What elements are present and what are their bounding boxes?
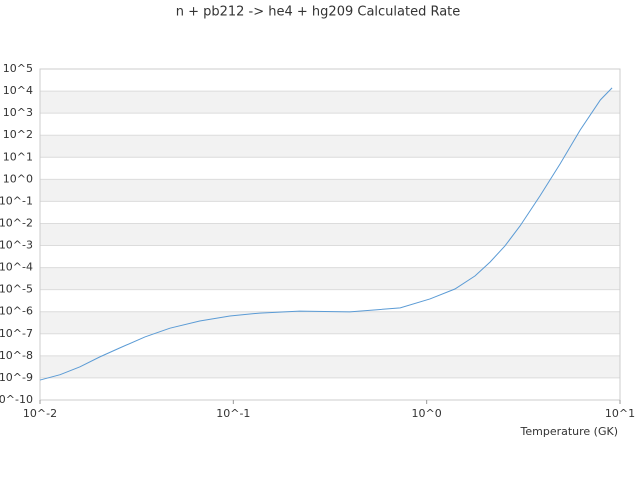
chart-title: n + pb212 -> he4 + hg209 Calculated Rate xyxy=(176,5,461,20)
y-tick-label: 10^1 xyxy=(3,150,33,163)
y-tick-label: 10^-10 xyxy=(0,393,33,406)
grid-band xyxy=(40,135,620,158)
y-tick-label: 10^-7 xyxy=(0,327,33,340)
x-axis-label: Temperature (GK) xyxy=(520,425,619,438)
grid-band xyxy=(40,223,620,246)
y-tick-label: 10^-4 xyxy=(0,261,33,274)
grid-band xyxy=(40,311,620,334)
x-tick-label: 10^1 xyxy=(605,407,635,420)
y-tick-label: 10^5 xyxy=(3,62,33,75)
y-tick-label: 10^4 xyxy=(3,84,33,97)
x-tick-label: 10^0 xyxy=(412,407,442,420)
y-tick-label: 10^-8 xyxy=(0,349,33,362)
y-tick-label: 10^-1 xyxy=(0,194,33,207)
grid-band xyxy=(40,267,620,290)
x-tick-label: 10^-1 xyxy=(216,407,250,420)
grid-band xyxy=(40,91,620,114)
grid-band xyxy=(40,355,620,378)
data-line xyxy=(39,87,613,381)
y-tick-label: 10^-5 xyxy=(0,283,33,296)
y-tick-label: 10^-9 xyxy=(0,371,33,384)
y-tick-label: 10^-6 xyxy=(0,305,33,318)
plot-frame xyxy=(39,68,621,401)
x-tick-label: 10^-2 xyxy=(23,407,57,420)
y-tick-label: 10^3 xyxy=(3,106,33,119)
grid-band xyxy=(40,179,620,202)
y-tick-label: 10^-3 xyxy=(0,239,33,252)
y-tick-label: 10^2 xyxy=(3,128,33,141)
y-tick-label: 10^-2 xyxy=(0,216,33,229)
y-tick-label: 10^0 xyxy=(3,172,33,185)
